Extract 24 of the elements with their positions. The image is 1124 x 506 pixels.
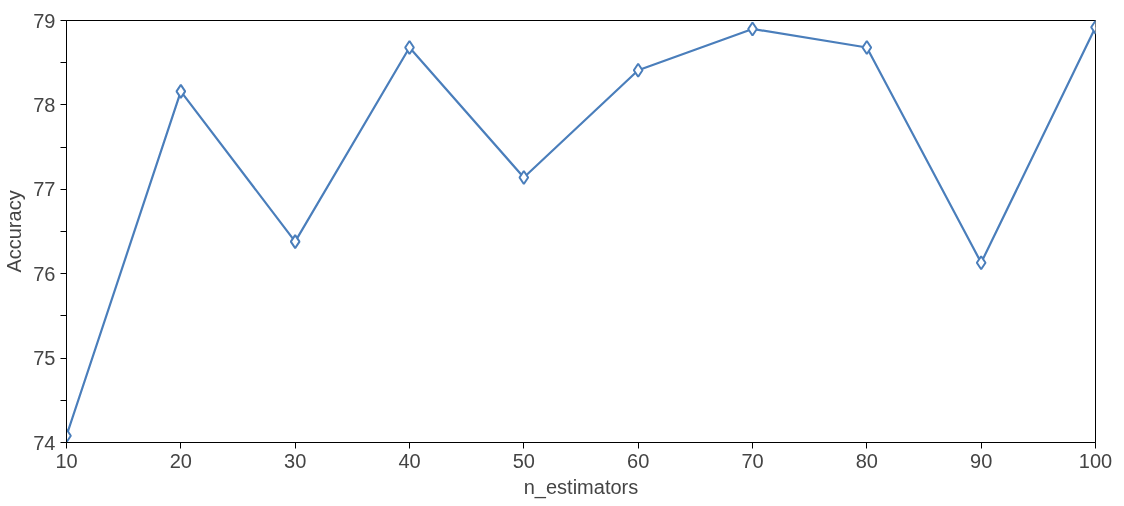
point: [175, 83, 187, 99]
x-tick-label: 100: [1078, 449, 1113, 472]
x-tick-label: 70: [741, 449, 764, 472]
y-axis-title: Accuracy: [3, 190, 26, 273]
point: [975, 255, 987, 271]
y-tick-label: 77: [33, 178, 56, 201]
x-tick-label: 80: [855, 449, 878, 472]
point: [289, 234, 301, 250]
x-tick-label: 40: [398, 449, 421, 472]
y-tick-label: 79: [33, 9, 56, 32]
x-tick-label: 10: [55, 449, 78, 472]
point: [861, 40, 873, 56]
x-tick-label: 20: [169, 449, 192, 472]
x-tick-label: 50: [512, 449, 535, 472]
x-tick-label: 30: [284, 449, 307, 472]
point: [632, 62, 644, 78]
point: [518, 169, 530, 185]
x-axis-title: n_estimators: [523, 475, 639, 499]
y-tick-label: 75: [33, 347, 56, 370]
y-tick-label: 78: [33, 93, 56, 116]
y-tick-label: 74: [33, 431, 56, 454]
y-tick-label: 76: [33, 262, 56, 285]
x-tick-label: 60: [627, 449, 650, 472]
x-tick-label: 90: [970, 449, 993, 472]
